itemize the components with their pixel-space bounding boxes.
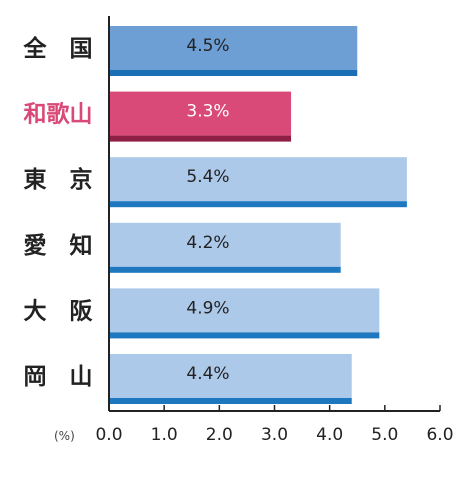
bar-edge-4 [109,332,380,339]
value-label-2: 5.4% [186,167,229,187]
value-label-4: 4.9% [186,298,229,318]
x-tick-label-4: 4.0 [316,425,343,445]
bar-edge-1 [109,135,292,142]
category-label-2: 東 京 [24,166,93,193]
category-label-4: 大 阪 [24,298,93,324]
x-tick-label-3: 3.0 [261,425,288,445]
category-label-5: 岡 山 [24,364,93,390]
value-label-5: 4.4% [186,364,229,384]
value-label-3: 4.2% [186,233,229,253]
category-label-0: 全 国 [23,35,93,62]
bar-2 [109,157,407,202]
x-tick-label-6: 6.0 [426,425,453,445]
bar-3 [109,222,341,267]
x-tick-label-2: 2.0 [206,425,233,445]
value-label-0: 4.5% [186,36,229,56]
x-tick-label-0: 0.0 [95,425,122,445]
x-tick-label-5: 5.0 [371,425,398,445]
bar-4 [109,288,380,333]
bar-edge-0 [109,70,358,76]
bar-1 [109,91,292,136]
bar-0 [109,26,358,70]
bars-group: 4.5% 3.3% 5.4% 4.2% 4.9% 4.4% [109,26,407,404]
category-label-3: 愛 知 [24,232,93,259]
x-axis: (%) 0.0 1.0 2.0 3.0 4.0 5.0 6.0 [54,16,454,445]
bar-edge-3 [109,266,341,273]
category-label-1: 和歌山 [24,101,93,128]
bar-5 [109,354,352,398]
bar-edge-5 [109,398,352,404]
x-tick-label-1: 1.0 [151,425,178,445]
bar-edge-2 [109,201,407,208]
value-label-1: 3.3% [186,102,229,122]
x-axis-unit: (%) [54,429,75,443]
